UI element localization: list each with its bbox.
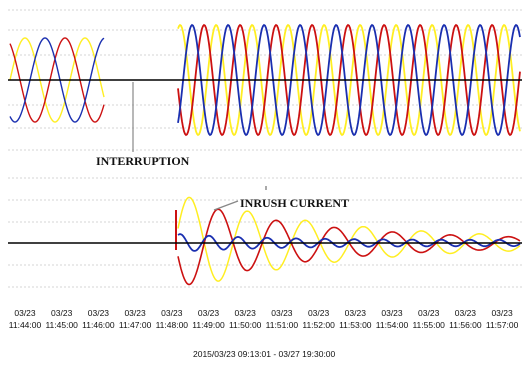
date-range-label: 2015/03/23 09:13:01 - 03/27 19:30:00	[193, 349, 336, 359]
tick-time: 11:49:00	[192, 320, 225, 330]
tick-date: 03/23	[124, 308, 146, 318]
tick-date: 03/23	[51, 308, 73, 318]
tick-date: 03/23	[198, 308, 220, 318]
tick-time: 11:52:00	[302, 320, 335, 330]
tick-date: 03/23	[455, 308, 477, 318]
voltage-phase_a-post	[177, 23, 521, 137]
tick-time: 11:44:00	[9, 320, 42, 330]
x-axis-ticks: 03/23 11:44:00 03/23 11:45:00 03/23 11:46:00 0…	[9, 308, 519, 330]
current-phase_b	[177, 208, 521, 286]
tick-time: 11:55:00	[412, 320, 445, 330]
tick-time: 11:45:00	[45, 320, 78, 330]
tick-date: 03/23	[271, 308, 293, 318]
tick-date: 03/23	[308, 308, 330, 318]
tick-time: 11:47:00	[119, 320, 152, 330]
current-waveforms	[175, 196, 521, 286]
voltage-phase_b-post	[177, 23, 521, 137]
interruption-label: INTERRUPTION	[96, 154, 190, 168]
voltage-phase_a-pre	[9, 37, 105, 123]
inrush-pointer	[213, 200, 239, 211]
tick-time: 11:57:00	[486, 320, 519, 330]
tick-date: 03/23	[418, 308, 440, 318]
tick-time: 11:48:00	[156, 320, 189, 330]
voltage-phase_b-pre	[9, 37, 105, 123]
tick-time: 11:46:00	[82, 320, 115, 330]
tick-date: 03/23	[235, 308, 257, 318]
inrush-label: INRUSH CURRENT	[240, 196, 349, 210]
tick-time: 11:51:00	[266, 320, 299, 330]
bottom-panel-grid	[8, 177, 522, 288]
tick-date: 03/23	[161, 308, 183, 318]
tick-date: 03/23	[345, 308, 367, 318]
tick-time: 11:50:00	[229, 320, 262, 330]
tick-time: 11:53:00	[339, 320, 372, 330]
tick-time: 11:56:00	[449, 320, 482, 330]
voltage-phase_c-post	[177, 23, 521, 137]
tick-date: 03/23	[381, 308, 403, 318]
tick-date: 03/23	[491, 308, 513, 318]
tick-date: 03/23	[14, 308, 36, 318]
tick-date: 03/23	[88, 308, 110, 318]
voltage-phase_c-pre	[9, 37, 105, 123]
voltage-waveforms	[9, 23, 521, 137]
tick-time: 11:54:00	[376, 320, 409, 330]
